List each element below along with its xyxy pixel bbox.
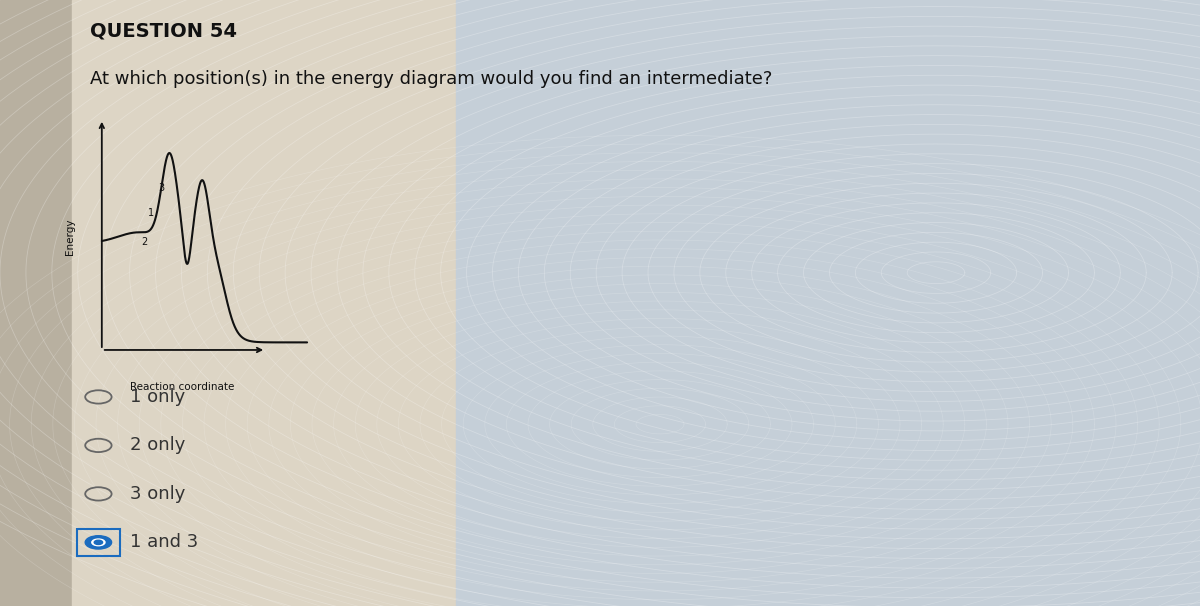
Text: QUESTION 54: QUESTION 54 [90, 21, 238, 40]
Bar [72, 0, 456, 606]
Text: Reaction coordinate: Reaction coordinate [131, 382, 235, 392]
Circle shape [85, 536, 112, 549]
Text: At which position(s) in the energy diagram would you find an intermediate?: At which position(s) in the energy diagr… [90, 70, 773, 88]
Text: 3: 3 [158, 184, 164, 193]
Bar [0, 0, 72, 606]
Text: Energy: Energy [65, 218, 76, 255]
Text: 3 only: 3 only [130, 485, 185, 503]
Circle shape [95, 541, 103, 544]
Text: 2 only: 2 only [130, 436, 185, 454]
Text: 1: 1 [148, 208, 154, 218]
Bar [77, 529, 120, 556]
Circle shape [92, 539, 106, 545]
Text: 1 only: 1 only [130, 388, 185, 406]
Text: 2: 2 [142, 237, 148, 247]
Bar [456, 0, 1200, 606]
Text: 1 and 3: 1 and 3 [130, 533, 198, 551]
